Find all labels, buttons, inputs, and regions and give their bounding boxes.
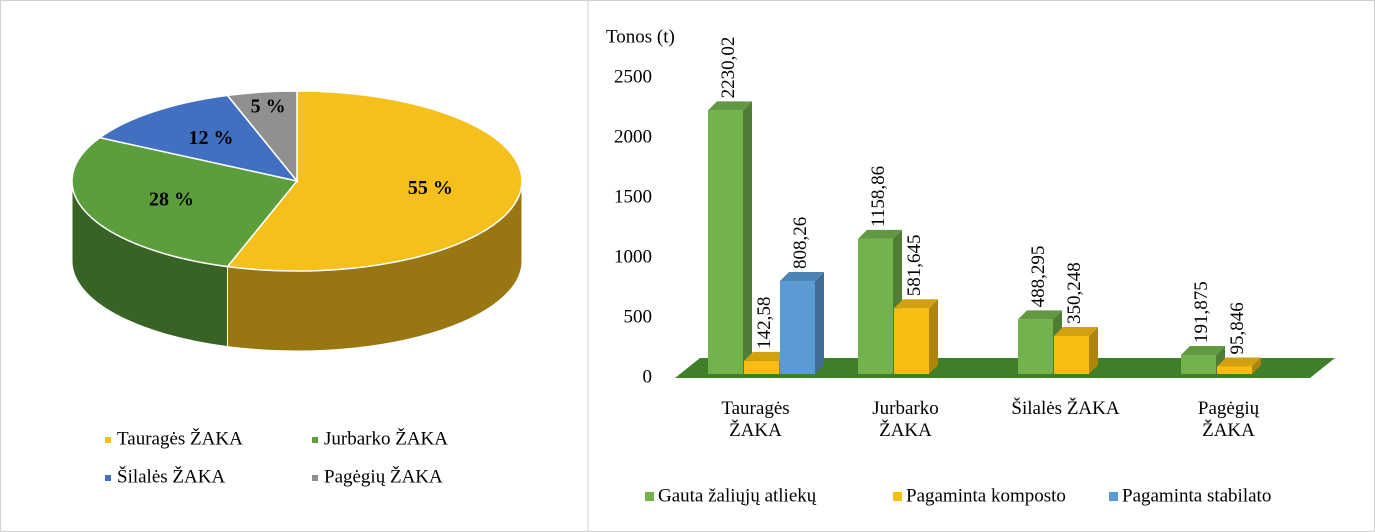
legend-label: Šilalės ŽAKA [117,465,225,487]
bar-top [744,351,788,361]
bar [780,281,815,374]
legend-marker [105,475,111,481]
pie-slice [98,94,299,183]
bar-value-label: 191,875 [1191,281,1212,343]
bar-top [894,299,938,309]
pie-value-label: 12 % [188,127,233,149]
bar-side [1089,326,1098,374]
bar-value-label: 350,248 [1064,262,1085,324]
legend-label: Pagėgių ŽAKA [324,465,443,487]
bar-top [1181,345,1225,355]
bar [1217,366,1252,374]
pie-value-label: 55 % [408,177,453,199]
pie-slice [71,136,299,268]
bar [708,110,743,375]
bar-value-label: 1158,86 [868,166,889,227]
bar-side [1252,357,1261,374]
y-tick-label: 500 [624,306,653,327]
legend-label: Tauragės ŽAKA [117,427,243,449]
legend-marker [1109,492,1118,501]
bar-value-label: 488,295 [1028,246,1049,308]
bar [744,360,779,374]
bar-value-label: 808,26 [790,217,811,269]
legend-marker [645,492,654,501]
x-tick-label: Tauragės ŽAKA [721,398,790,441]
x-tick-label: Pagėgių ŽAKA [1197,398,1260,441]
bar-value-label: 142,58 [754,297,775,349]
bar-side [815,272,824,374]
x-tick-label: Šilalės ŽAKA [1011,398,1120,419]
bar-value-label: 2230,02 [718,37,739,99]
pie-value-label: 28 % [149,188,194,210]
bar [894,308,929,374]
bar-side [929,299,938,374]
bar-top [1054,326,1098,336]
y-axis-label: Tonos (t) [606,26,675,47]
y-tick-label: 1000 [614,246,652,267]
x-tick-label: Jurbarko ŽAKA [872,398,939,441]
bar-top [708,101,752,111]
pie-slice [226,90,298,184]
bar [858,238,893,374]
legend-marker [312,475,318,481]
bar [1018,319,1053,374]
bar-side [743,101,752,375]
legend-marker [893,492,902,501]
legend-marker [105,437,111,443]
y-tick-label: 0 [643,366,653,387]
bar-value-label: 581,645 [904,234,925,296]
legend-label: Gauta žaliųjų atliekų [658,485,817,506]
bar-value-label: 95,846 [1227,302,1248,354]
pie-slice [226,90,523,272]
legend-label: Jurbarko ŽAKA [324,427,448,449]
legend-label: Pagaminta stabilato [1122,485,1271,506]
bar-top [1018,310,1062,320]
legend-marker [312,437,318,443]
bar [1181,354,1216,374]
bar [1054,335,1089,374]
pie-value-label: 5 % [251,96,286,118]
y-tick-label: 2000 [614,126,652,147]
legend-label: Pagaminta komposto [906,485,1066,506]
y-tick-label: 1500 [614,186,652,207]
floor [675,358,1335,378]
bar-top [780,272,824,282]
bar-top [1217,357,1261,367]
y-tick-label: 2500 [614,66,652,87]
bar-top [858,229,902,239]
